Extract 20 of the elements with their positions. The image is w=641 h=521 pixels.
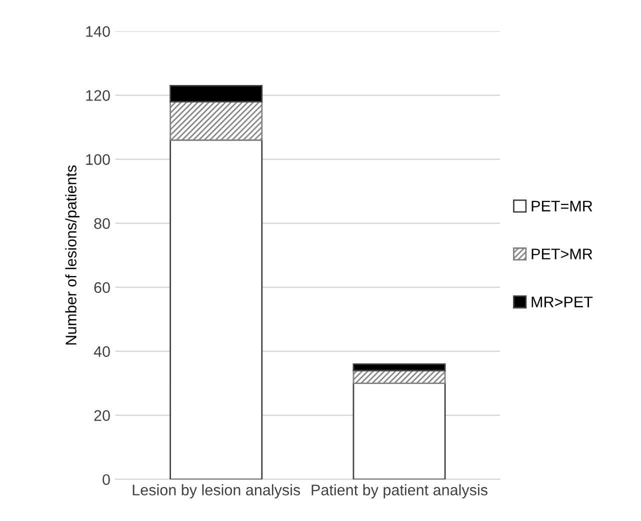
y-tick-label: 120 <box>86 90 110 101</box>
x-tick-label: Lesion by lesion analysis <box>132 484 300 498</box>
legend-label: PET>MR <box>532 248 592 260</box>
bar <box>170 84 263 102</box>
y-tick-label: 20 <box>94 410 110 421</box>
y-tick-label: 40 <box>94 346 110 357</box>
legend-label: MR>PET <box>532 296 593 308</box>
bar <box>170 139 263 480</box>
bar <box>170 100 263 141</box>
x-tick-label: Patient by patient analysis <box>312 484 488 498</box>
bar <box>352 382 446 480</box>
y-tick-label: 60 <box>94 282 110 293</box>
legend-label: PET=MR <box>532 200 592 212</box>
bar <box>352 370 446 384</box>
y-tick-label: 140 <box>86 26 110 37</box>
bar <box>352 363 446 372</box>
y-tick-label: 80 <box>94 218 110 229</box>
y-axis-title: Number of lesions/patients <box>65 165 80 344</box>
y-tick-label: 100 <box>86 154 110 165</box>
y-tick-label: 0 <box>102 474 110 486</box>
